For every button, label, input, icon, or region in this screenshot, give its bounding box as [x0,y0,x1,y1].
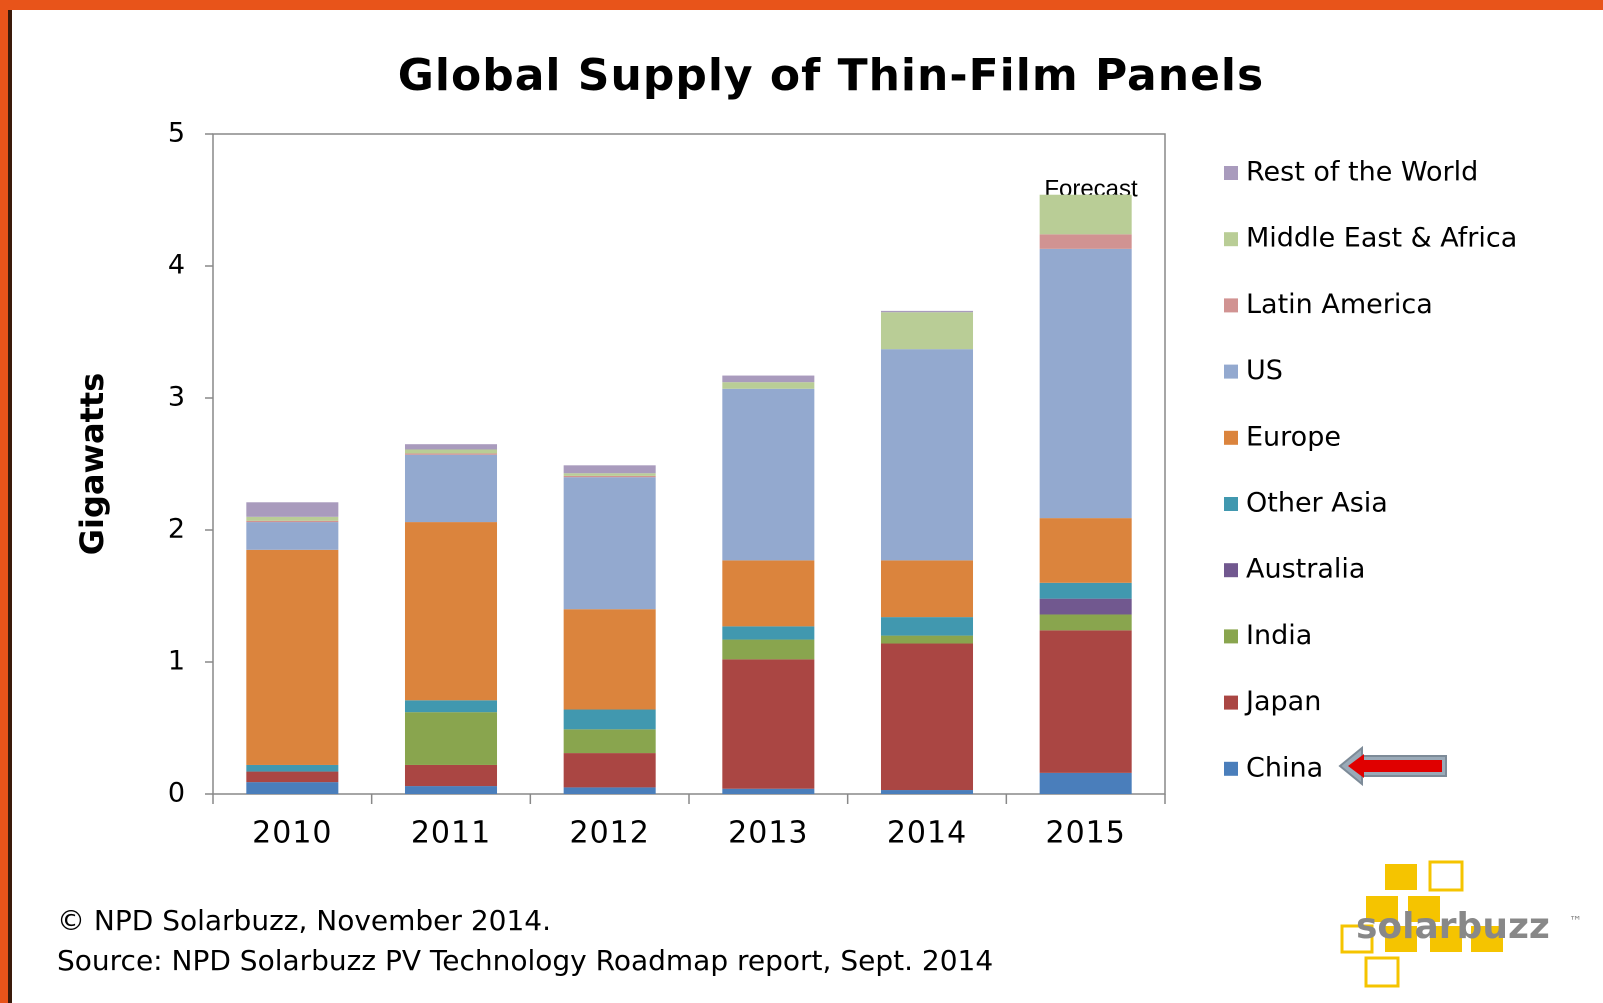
bar-segment [1039,772,1132,794]
bar-segment [1039,630,1132,773]
bar-segment [404,712,498,765]
legend-swatch [1224,430,1238,445]
legend-label: US [1246,355,1283,386]
bar-segment [246,782,339,794]
bar-segment [246,771,339,783]
legend-label: Other Asia [1246,488,1388,519]
bar-segment [404,453,498,455]
bar-segment [880,349,974,561]
bar-segment [246,522,339,550]
bar-segment [404,449,498,454]
bar-segment [722,659,815,789]
bar-segment [880,560,974,618]
arrow [1338,745,1447,787]
x-tick-label: 2010 [252,816,332,851]
logo-squares [1340,860,1503,988]
bar-segment [1039,598,1132,615]
top-border [0,0,1603,10]
x-tick-label: 2015 [1045,816,1125,851]
bar-segment [1039,582,1132,599]
legend-label: Australia [1246,554,1365,585]
legend-swatch [1224,298,1238,313]
bar-segment [563,787,656,794]
bar-segment [404,764,498,787]
bar-segment [246,764,339,772]
bar-segment [563,475,656,478]
legend-swatch [1224,761,1238,776]
bar-segment [722,560,815,627]
bar-segment [404,454,498,523]
bar-segment [880,643,974,791]
legend-swatch [1224,166,1238,180]
bar-segment [722,382,815,389]
y-tick-label: 0 [168,778,185,809]
legend-label: Latin America [1246,289,1433,320]
bar-segment [722,375,815,383]
x-tick-label: 2011 [411,816,491,851]
bar-segment [563,473,656,476]
y-tick-label: 1 [168,646,185,677]
y-tick-label: 2 [168,514,185,545]
bar-segment [880,617,974,636]
legend-label: India [1246,620,1312,651]
left-border [0,0,8,1003]
legend-swatch [1224,232,1238,247]
bar-segment [246,502,339,517]
bar-segment [246,516,339,521]
bar-segment [1039,234,1132,249]
bar-segment [1039,614,1132,631]
bar-segment [563,465,656,474]
left-border-shadow [8,10,12,1003]
bar-segment [722,639,815,660]
y-tick-label: 3 [168,382,185,413]
bar-segment [563,709,656,730]
legend-swatch [1224,364,1238,379]
bar-segment [1039,194,1132,235]
legend-label: Europe [1246,421,1341,452]
logo-text: solarbuzz [1356,906,1550,947]
legend-label: Japan [1244,686,1321,717]
legend-label: Middle East & Africa [1246,223,1517,254]
bar-segment [404,700,498,713]
footer-line: Source: NPD Solarbuzz PV Technology Road… [57,944,993,977]
chart-title: Global Supply of Thin-Film Panels [398,50,1264,101]
bar-segment [563,753,656,788]
bar-segment [722,788,815,794]
bar-segment [404,522,498,701]
bar-segment [880,312,974,350]
bar-segment [880,790,974,794]
y-tick-label: 4 [168,250,185,281]
bar-segment [563,609,656,710]
bar-segment [1039,248,1132,519]
x-tick-label: 2014 [887,816,967,851]
bar-segment [246,549,339,765]
bar-segment [880,635,974,644]
x-tick-label: 2013 [728,816,808,851]
legend-label: China [1246,752,1323,783]
y-tick-label: 5 [168,118,185,149]
bar-segment [246,520,339,523]
bar-segment [563,477,656,610]
legend-swatch [1224,497,1238,511]
x-tick-label: 2012 [569,816,649,851]
bar-segment [880,310,974,313]
legend-swatch [1224,629,1238,644]
footer-line: © NPD Solarbuzz, November 2014. [57,904,551,937]
legend-swatch [1224,563,1238,578]
logo-mark: ™ [1569,915,1582,930]
bar-segment [563,729,656,754]
legend-swatch [1224,695,1238,710]
bar-segment [722,626,815,640]
y-axis-label: Gigawatts [73,373,111,556]
legend-label: Rest of the World [1246,157,1478,188]
bar-segment [404,786,498,794]
bar-segment [722,388,815,561]
bar-segment [404,444,498,450]
bar-segment [1039,518,1132,583]
